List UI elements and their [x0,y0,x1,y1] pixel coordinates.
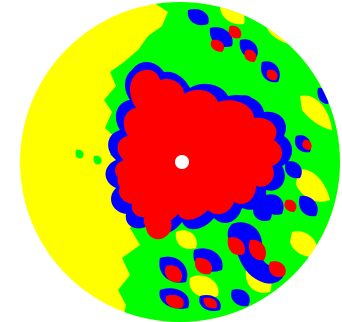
level-3-blob [298,195,318,217]
level-1-patch [290,231,319,257]
level-1-patch [175,230,197,250]
level-4-lobe [228,25,242,39]
level-1-patch [189,275,219,298]
level-4-lobe [248,239,267,261]
level-4-lobe [164,265,183,283]
level-4-lobe [203,297,218,309]
level-4-lobe [128,180,140,192]
level-1-patch [296,169,330,202]
level-3-blob [284,161,302,179]
level-4-lobe [227,237,245,256]
level-4-lobe [117,175,130,189]
level-4-lobe [165,294,184,309]
level-2-speckle [75,149,84,159]
level-4-lobe [244,49,257,62]
level-4-lobe [284,199,297,212]
level-3-blob [281,11,298,27]
level-4-core [115,69,283,224]
level-1-patch [300,95,332,130]
level-2-speckle [93,155,102,165]
level-3-blob [231,289,250,307]
level-4-lobe [266,69,278,81]
center-marker [175,155,189,169]
level-3-blob [253,204,272,222]
level-4-lobe [268,261,286,278]
level-4-lobe [143,209,172,240]
level-4-lobe [194,257,213,275]
level-3-blob [187,8,209,26]
level-4-lobe [302,139,312,150]
level-4-lobe [210,39,225,52]
